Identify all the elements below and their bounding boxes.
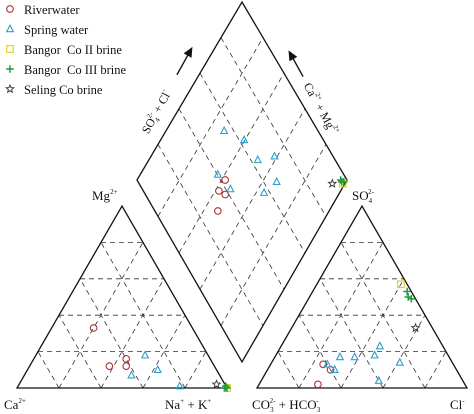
legend-label-seling-co: Seling Co brine xyxy=(24,83,103,97)
label-ca: Ca2+ xyxy=(4,397,26,412)
cation-point-riverwater xyxy=(122,362,131,371)
diamond-point-spring-water xyxy=(253,154,262,164)
diamond-grid-line xyxy=(178,72,285,254)
diamond-point-riverwater xyxy=(221,190,230,199)
label-na-k: Na+ + K+ xyxy=(165,397,211,412)
cation-grid-line xyxy=(100,278,165,389)
cation-grid-line xyxy=(100,242,186,389)
diamond-grid-line xyxy=(199,72,306,254)
anion-point-spring-water xyxy=(350,352,359,361)
legend-label-bangor-co-iii: Bangor Co III brine xyxy=(24,63,127,77)
anion-point-riverwater xyxy=(314,380,322,389)
cation-point-spring-water xyxy=(175,381,184,390)
diamond-grid-line xyxy=(199,108,306,290)
diamond-point-spring-water xyxy=(213,169,223,178)
diamond-grid-line xyxy=(220,37,327,217)
cation-grid-line xyxy=(37,351,60,389)
anion-grid-line xyxy=(340,278,405,389)
diamond-point-spring-water xyxy=(226,184,235,193)
anion-triangle xyxy=(255,204,469,389)
diamond-axis-left-label: SO42- + Cl- xyxy=(138,87,176,137)
diamond-point-spring-water xyxy=(270,151,279,160)
anion-point-seling-co-brine xyxy=(410,322,421,333)
diamond-grid-line xyxy=(178,108,285,290)
legend-label-bangor-co-ii: Bangor Co II brine xyxy=(24,43,122,57)
legend-marker-triangle xyxy=(5,23,15,33)
cation-grid-line xyxy=(184,351,207,389)
diamond-point-riverwater xyxy=(214,207,222,215)
diamond-axis-left: SO42- + Cl- xyxy=(138,46,193,137)
label-mg: Mg2+ xyxy=(92,188,118,203)
anion-point-spring-water xyxy=(375,341,385,350)
anion-point-spring-water xyxy=(335,352,345,361)
legend-marker-star xyxy=(5,83,15,94)
arrow-right-shaft xyxy=(291,56,304,77)
label-cl: Cl- xyxy=(450,397,465,412)
arrow-left-head xyxy=(183,46,193,58)
arrow-right-head xyxy=(288,50,298,62)
cation-point-bangor-co-iii-brine xyxy=(223,384,231,392)
anion-grid-line xyxy=(319,278,384,389)
cation-point-riverwater xyxy=(105,362,114,371)
legend: Riverwater Spring water Bangor Co II bri… xyxy=(5,3,127,97)
arrow-left-shaft xyxy=(176,53,190,76)
cation-point-riverwater xyxy=(122,355,131,363)
diamond-axis-right-label: Ca2+ + Mg2+ xyxy=(301,80,342,138)
diamond-point-spring-water xyxy=(272,176,281,186)
cation-point-seling-co-brine xyxy=(211,379,222,389)
anion-grid-line xyxy=(340,242,426,389)
diamond-axis-right: Ca2+ + Mg2+ xyxy=(288,50,342,138)
diamond-grid-line xyxy=(220,144,327,326)
anion-point-bangor-co-ii-brine xyxy=(396,280,405,289)
diamond-point-spring-water xyxy=(219,125,229,135)
legend-label-riverwater: Riverwater xyxy=(24,3,80,17)
diagram-frames xyxy=(15,0,469,389)
diamond-point-spring-water xyxy=(259,187,269,196)
anion-point-spring-water xyxy=(395,357,404,366)
diamond-point-riverwater xyxy=(221,176,230,184)
anion-point-bangor-co-iii-brine xyxy=(403,287,411,296)
label-co3-hco3: CO32- + HCO3- xyxy=(252,397,321,414)
anion-grid-line xyxy=(277,351,300,389)
cation-point-spring-water xyxy=(153,364,162,373)
anion-point-spring-water xyxy=(374,375,383,384)
legend-marker-square xyxy=(6,45,14,53)
data-points xyxy=(89,125,421,392)
legend-marker-circle xyxy=(6,5,14,13)
diamond-point-spring-water xyxy=(239,134,249,144)
cation-point-spring-water xyxy=(140,350,150,359)
diamond xyxy=(136,0,348,364)
cation-point-riverwater xyxy=(89,324,98,332)
anion-grid-line xyxy=(298,242,384,389)
diamond-point-seling-co-brine xyxy=(327,178,338,188)
label-so4: SO42- xyxy=(352,188,375,205)
anion-point-spring-water xyxy=(330,364,339,373)
legend-label-spring-water: Spring water xyxy=(24,23,89,37)
grid-lines xyxy=(37,37,447,389)
diamond-grid-line xyxy=(157,144,264,326)
legend-marker-plus xyxy=(6,65,14,73)
diamond-point-bangor-co-iii-brine xyxy=(340,178,348,186)
cation-point-spring-water xyxy=(127,370,136,379)
cation-triangle xyxy=(15,204,229,389)
cation-grid-line xyxy=(79,278,144,389)
anion-point-bangor-co-iii-brine xyxy=(407,295,416,303)
anion-point-spring-water xyxy=(370,350,379,359)
diamond-point-riverwater xyxy=(215,187,223,195)
anion-grid-line xyxy=(424,351,447,389)
anion-point-spring-water xyxy=(323,359,332,368)
anion-point-riverwater xyxy=(319,360,328,369)
diamond-grid-line xyxy=(157,37,264,217)
legend-markers xyxy=(5,5,15,94)
cation-grid-line xyxy=(58,242,144,389)
